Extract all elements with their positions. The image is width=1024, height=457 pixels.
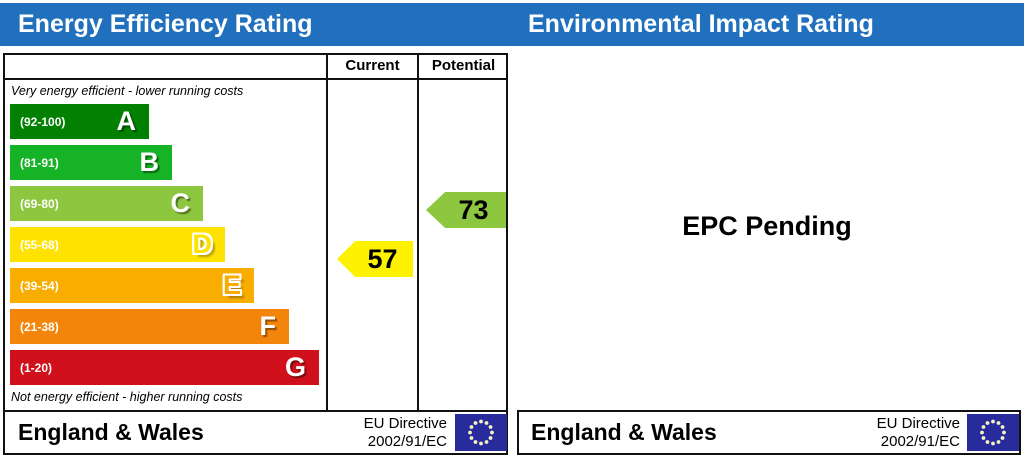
band-letter: B bbox=[139, 147, 160, 177]
bottom-caption: Not energy efficient - higher running co… bbox=[11, 390, 243, 404]
current-rating-value: 57 bbox=[367, 243, 398, 274]
eu-flag-icon bbox=[455, 414, 507, 451]
band-row-G: (1-20) G bbox=[10, 350, 319, 385]
current-column-divider bbox=[326, 53, 328, 412]
eu-directive-text-left: EU Directive 2002/91/EC bbox=[337, 415, 447, 451]
current-rating-arrow: 57 bbox=[337, 241, 413, 277]
top-caption: Very energy efficient - lower running co… bbox=[11, 84, 244, 98]
header-bar: Energy Efficiency Rating Environmental I… bbox=[0, 3, 1024, 46]
band-letter: G bbox=[284, 352, 306, 382]
energy-efficiency-title: Energy Efficiency Rating bbox=[18, 10, 313, 38]
band-range-label: (39-54) bbox=[20, 278, 59, 293]
band-letter: F bbox=[259, 311, 277, 341]
region-label-right: England & Wales bbox=[531, 419, 717, 445]
band-row-B: (81-91) B bbox=[10, 145, 172, 180]
band-range-label: (81-91) bbox=[20, 155, 59, 170]
band-row-A: (92-100) A bbox=[10, 104, 149, 139]
current-column-header: Current bbox=[345, 57, 400, 74]
eu-directive-line1: EU Directive bbox=[363, 415, 447, 432]
environmental-impact-title: Environmental Impact Rating bbox=[528, 10, 874, 38]
band-row-C: (69-80) C bbox=[10, 186, 203, 221]
potential-column-header: Potential bbox=[431, 57, 496, 74]
band-range-label: (55-68) bbox=[20, 237, 59, 252]
band-row-D: (55-68) D bbox=[10, 227, 225, 262]
potential-column-divider bbox=[417, 53, 419, 412]
eu-directive-line1: EU Directive bbox=[876, 415, 960, 432]
potential-rating-arrow: 73 bbox=[426, 192, 506, 228]
band-row-E: (39-54) E bbox=[10, 268, 254, 303]
eu-directive-line2: 2002/91/EC bbox=[367, 433, 447, 450]
table-header-divider bbox=[3, 78, 508, 80]
band-letter: C bbox=[170, 188, 191, 218]
band-range-label: (21-38) bbox=[20, 319, 59, 334]
footer-divider bbox=[3, 410, 508, 412]
eu-flag-icon bbox=[967, 414, 1019, 451]
band-letter: A bbox=[116, 106, 137, 136]
band-range-label: (1-20) bbox=[20, 360, 53, 375]
band-range-label: (69-80) bbox=[20, 196, 59, 211]
region-label-left: England & Wales bbox=[18, 419, 204, 445]
potential-rating-value: 73 bbox=[458, 194, 489, 225]
band-letter: D bbox=[192, 229, 213, 259]
band-letter: E bbox=[222, 270, 241, 300]
epc-pending-status: EPC Pending bbox=[682, 211, 852, 241]
band-row-F: (21-38) F bbox=[10, 309, 289, 344]
eu-directive-line2: 2002/91/EC bbox=[880, 433, 960, 450]
right-footer-box bbox=[517, 410, 1021, 455]
band-range-label: (92-100) bbox=[20, 114, 66, 129]
eu-directive-text-right: EU Directive 2002/91/EC bbox=[850, 415, 960, 451]
